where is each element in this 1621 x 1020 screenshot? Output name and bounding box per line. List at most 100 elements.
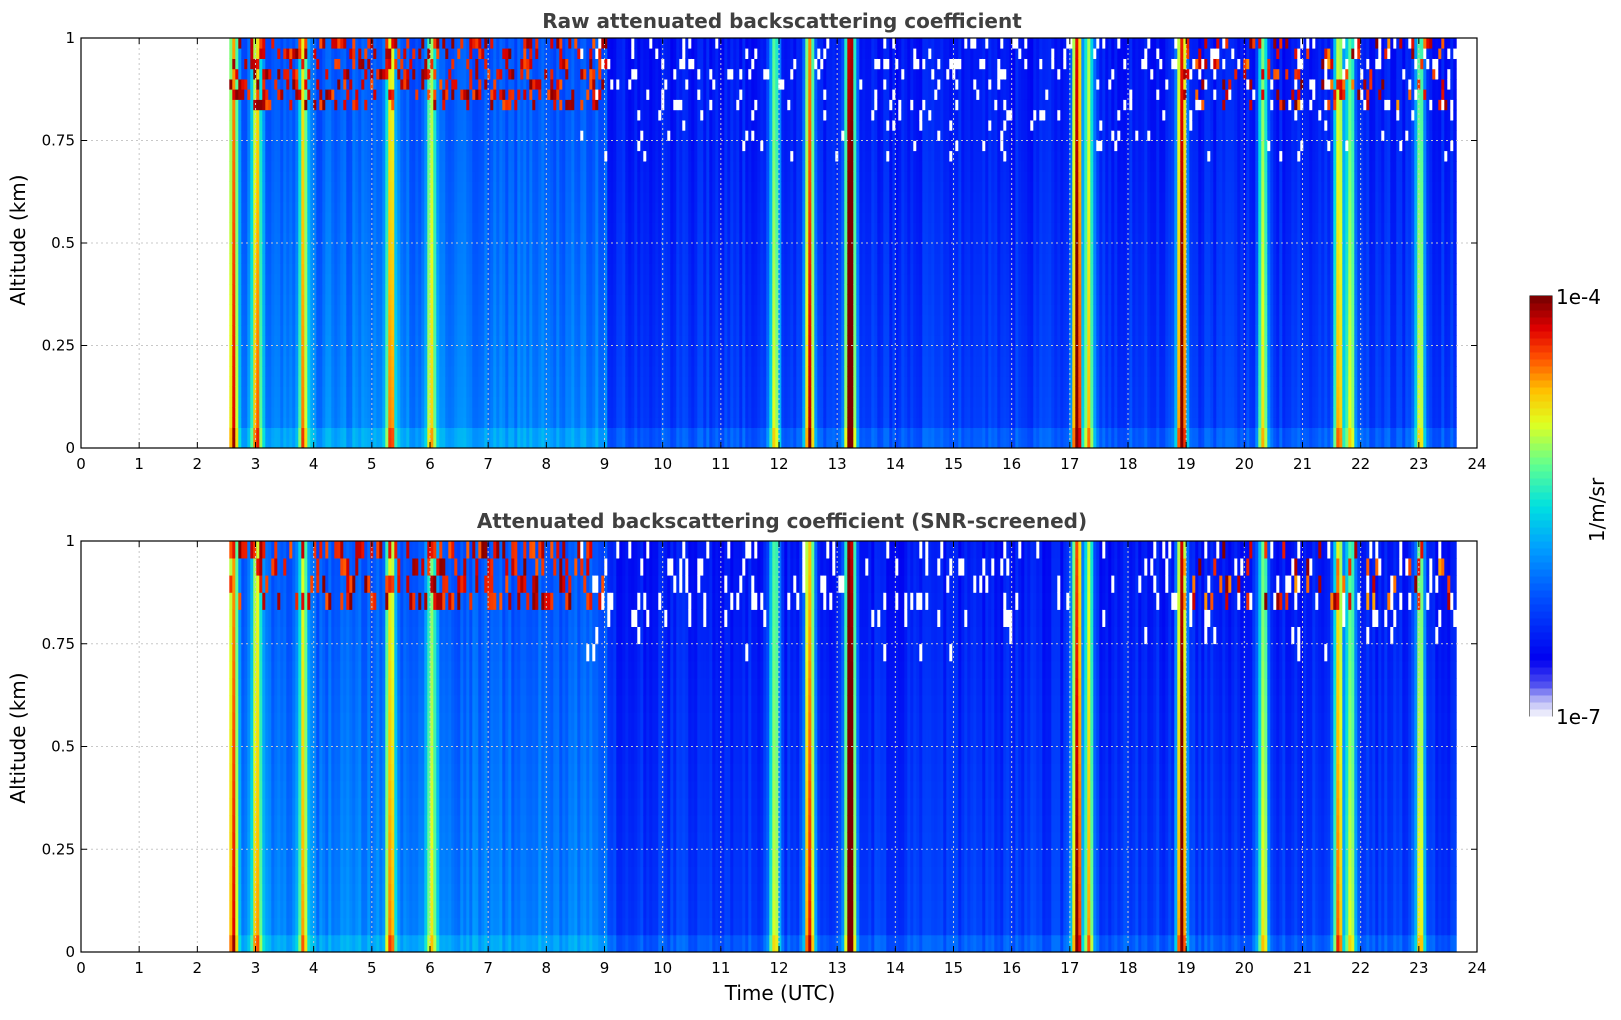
heat-cell [241,130,245,141]
heat-cell [313,325,317,336]
heat-cell [412,335,416,346]
heat-cell [319,335,323,346]
heat-cell [592,232,596,244]
heat-cell [541,130,545,141]
heat-cell [280,140,284,152]
heat-cell [601,366,605,377]
heat-cell [514,232,518,244]
heat-cell [472,417,476,428]
heat-cell [415,79,419,90]
heat-cell [301,79,305,90]
heat-cell [547,130,551,141]
heat-cell [520,253,524,264]
heat-cell [331,243,335,254]
heat-cell [514,222,518,234]
heat-cell [499,191,503,203]
heat-cell [400,99,404,111]
heat-cell [328,79,332,90]
heat-cell [499,212,503,223]
heat-cell [334,130,338,141]
heat-cell [268,79,272,90]
heat-cell [292,99,296,111]
heat-cell [286,161,290,172]
heat-cell [376,38,380,49]
heat-cell [244,58,248,70]
heat-cell [289,120,293,131]
heat-cell [535,171,539,182]
heat-cell [370,427,374,439]
heat-cell [556,130,560,141]
heat-cell [235,253,239,264]
heat-cell [280,437,284,449]
heat-cell [592,314,596,326]
heat-cell [502,335,506,346]
heat-cell [451,366,455,377]
heat-cell [367,376,371,387]
heat-cell [487,58,491,70]
heat-cell [412,386,416,398]
heat-cell [538,386,542,398]
heat-cell [319,396,323,408]
heat-cell [277,386,281,398]
heat-cell [541,284,545,295]
heat-cell [394,68,398,80]
heat-cell [262,314,266,326]
heat-cell [238,366,242,377]
heat-cell [400,171,404,182]
heat-cell [415,345,419,357]
heat-cell [286,376,290,387]
heat-cell [316,202,320,213]
heat-cell [322,38,326,49]
heat-cell [532,130,536,141]
heat-cell [517,181,521,193]
heat-cell [490,314,494,326]
heat-cell [244,68,248,80]
heat-cell [412,232,416,244]
heat-cell [580,161,584,172]
heat-cell [271,222,275,234]
heat-cell [355,294,359,305]
heat-cell [580,58,584,70]
heat-cell [292,437,296,449]
heat-cell [382,181,386,193]
heat-cell [322,294,326,305]
heat-cell [406,407,410,418]
heat-cell [484,181,488,193]
heat-cell [595,253,599,264]
heat-cell [502,109,506,121]
heat-cell [262,140,266,152]
heat-cell [304,417,308,428]
heat-cell [460,253,464,264]
heat-cell [580,120,584,131]
heat-cell [364,396,368,408]
heat-cell [535,99,539,111]
heat-cell [496,304,500,316]
heat-cell [292,294,296,305]
heat-cell [241,68,245,80]
heat-cell [331,191,335,203]
heat-cell [364,263,368,275]
heat-cell [343,417,347,428]
heat-cell [514,38,518,49]
heat-cell [262,99,266,111]
heat-cell [535,191,539,203]
heat-cell [523,171,527,182]
heat-cell [361,335,365,346]
heat-cell [235,243,239,254]
heat-cell [334,120,338,131]
heat-cell [274,109,278,121]
heat-cell [574,89,578,100]
heat-cell [433,68,437,80]
heat-cell [316,212,320,223]
heat-cell [352,161,356,172]
heat-cell [244,396,248,408]
heat-cell [493,417,497,428]
heat-cell [235,38,239,49]
heat-cell [232,304,236,316]
heat-cell [280,325,284,336]
heat-cell [553,140,557,152]
heat-cell [571,366,575,377]
heat-cell [385,212,389,223]
heat-cell [448,437,452,449]
heat-cell [454,79,458,90]
